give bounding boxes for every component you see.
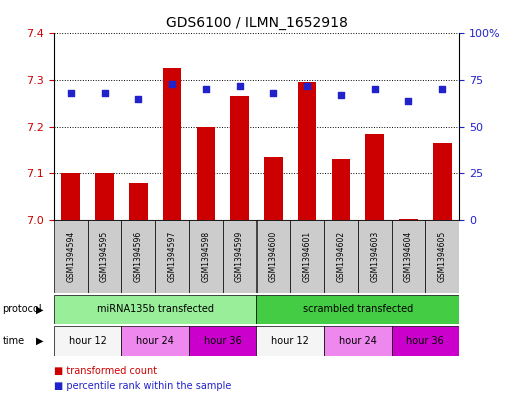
Bar: [256, 295, 459, 324]
Text: GSM1394603: GSM1394603: [370, 231, 379, 282]
Bar: [122, 220, 155, 293]
Point: [235, 83, 244, 89]
Point: [438, 86, 446, 93]
Bar: [256, 220, 290, 293]
Point: [134, 95, 143, 102]
Title: GDS6100 / ILMN_1652918: GDS6100 / ILMN_1652918: [166, 16, 347, 29]
Text: ■ transformed count: ■ transformed count: [54, 366, 157, 376]
Bar: [365, 134, 384, 220]
Text: hour 24: hour 24: [339, 336, 377, 346]
Bar: [155, 220, 189, 293]
Text: hour 12: hour 12: [271, 336, 309, 346]
Text: GSM1394600: GSM1394600: [269, 231, 278, 282]
Text: GSM1394601: GSM1394601: [303, 231, 312, 282]
Bar: [391, 326, 459, 356]
Text: ▶: ▶: [36, 305, 44, 314]
Bar: [54, 220, 88, 293]
Text: GSM1394604: GSM1394604: [404, 231, 413, 282]
Text: GSM1394605: GSM1394605: [438, 231, 447, 282]
Point: [269, 90, 278, 96]
Point: [337, 92, 345, 98]
Text: hour 36: hour 36: [406, 336, 444, 346]
Text: ■ percentile rank within the sample: ■ percentile rank within the sample: [54, 381, 231, 391]
Bar: [331, 160, 350, 220]
Text: miRNA135b transfected: miRNA135b transfected: [96, 305, 214, 314]
Text: GSM1394598: GSM1394598: [201, 231, 210, 282]
Text: scrambled transfected: scrambled transfected: [303, 305, 413, 314]
Bar: [399, 219, 418, 220]
Point: [404, 97, 412, 104]
Text: hour 24: hour 24: [136, 336, 174, 346]
Bar: [324, 326, 391, 356]
Bar: [95, 173, 114, 220]
Bar: [290, 220, 324, 293]
Bar: [256, 326, 324, 356]
Bar: [122, 326, 189, 356]
Bar: [88, 220, 122, 293]
Point: [370, 86, 379, 93]
Bar: [189, 326, 256, 356]
Bar: [358, 220, 391, 293]
Bar: [196, 127, 215, 220]
Text: GSM1394597: GSM1394597: [168, 231, 176, 282]
Text: protocol: protocol: [3, 305, 42, 314]
Text: GSM1394602: GSM1394602: [337, 231, 345, 282]
Bar: [223, 220, 256, 293]
Bar: [62, 173, 80, 220]
Point: [168, 81, 176, 87]
Point: [101, 90, 109, 96]
Bar: [129, 183, 148, 220]
Bar: [230, 96, 249, 220]
Bar: [163, 68, 182, 220]
Text: GSM1394596: GSM1394596: [134, 231, 143, 282]
Text: GSM1394594: GSM1394594: [66, 231, 75, 282]
Text: time: time: [3, 336, 25, 346]
Bar: [54, 295, 256, 324]
Bar: [298, 83, 317, 220]
Text: hour 36: hour 36: [204, 336, 242, 346]
Point: [202, 86, 210, 93]
Bar: [264, 157, 283, 220]
Text: hour 12: hour 12: [69, 336, 107, 346]
Text: GSM1394599: GSM1394599: [235, 231, 244, 282]
Point: [303, 83, 311, 89]
Bar: [54, 326, 122, 356]
Bar: [425, 220, 459, 293]
Text: ▶: ▶: [36, 336, 44, 346]
Bar: [324, 220, 358, 293]
Text: GSM1394595: GSM1394595: [100, 231, 109, 282]
Point: [67, 90, 75, 96]
Bar: [433, 143, 451, 220]
Bar: [391, 220, 425, 293]
Bar: [189, 220, 223, 293]
